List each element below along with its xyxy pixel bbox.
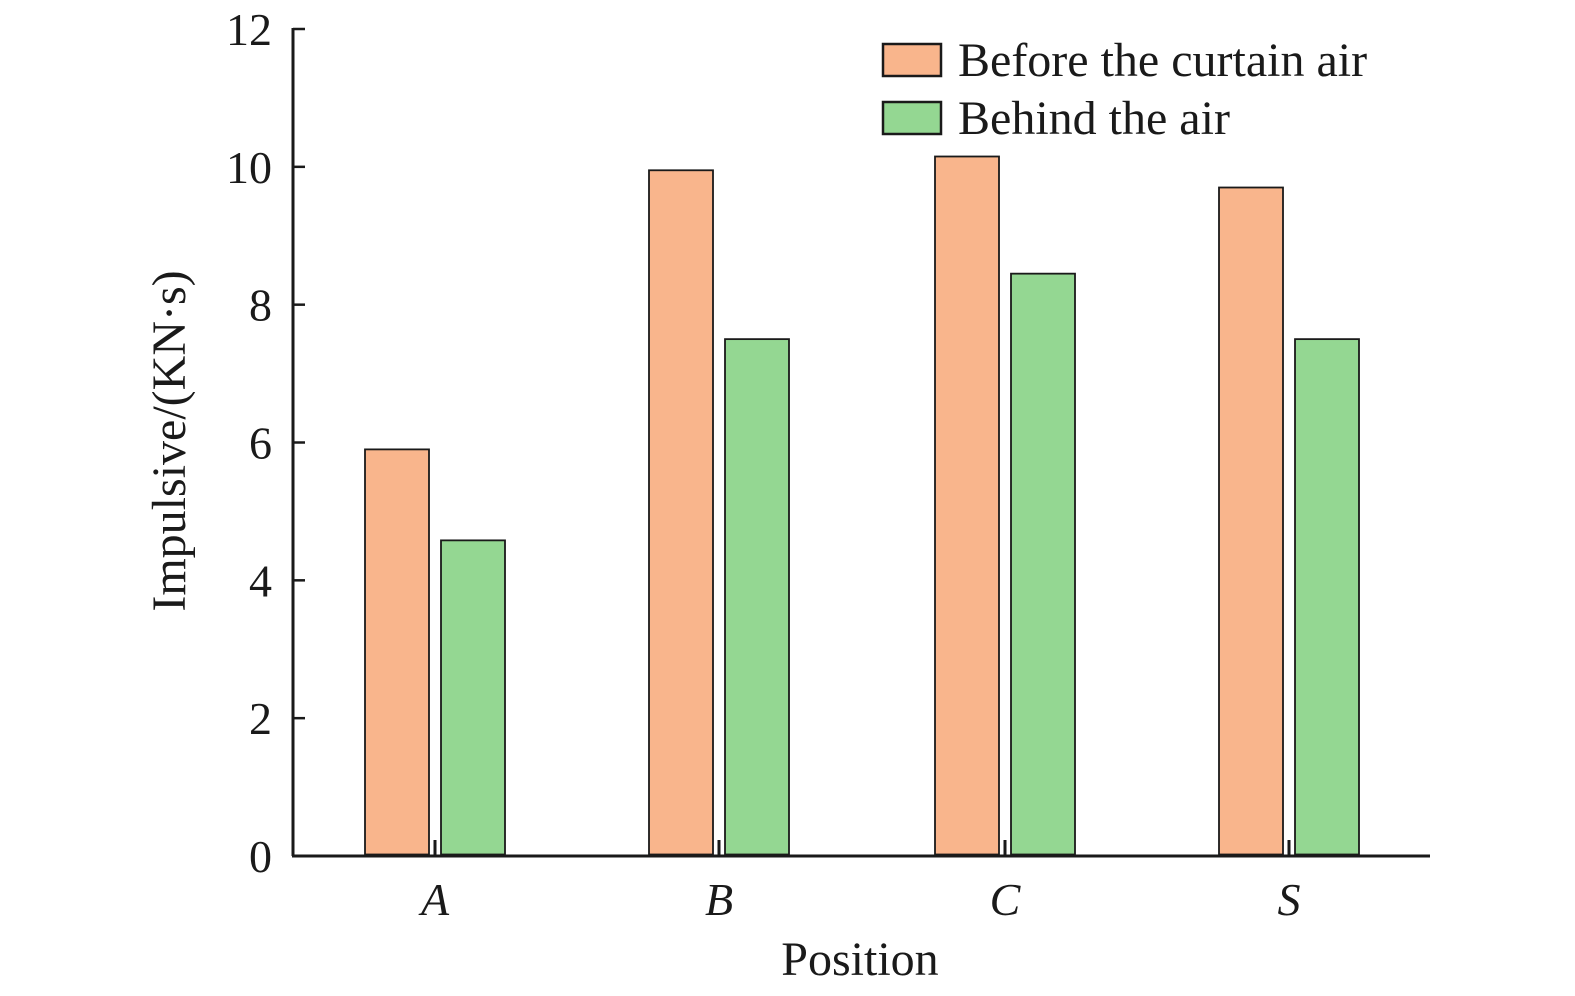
y-tick-label: 8 (249, 280, 272, 331)
legend-label-behind: Behind the air (958, 92, 1230, 145)
x-category-label: A (418, 874, 450, 925)
bar-behind-B (724, 338, 790, 856)
bar-before-C (934, 155, 1000, 856)
legend-swatch-behind (881, 100, 943, 136)
bar-behind-S (1294, 338, 1360, 856)
bar-before-A (364, 448, 430, 856)
y-tick-label: 2 (249, 693, 272, 744)
bar-behind-A (440, 539, 506, 856)
x-category-label: S (1278, 874, 1301, 925)
y-axis-ticks: 0 2 4 6 8 10 12 (226, 4, 305, 882)
y-tick-label: 12 (226, 4, 272, 55)
x-axis-title: Position (781, 933, 938, 986)
bar-behind-C (1010, 272, 1076, 856)
y-tick-label: 4 (249, 555, 272, 606)
legend-swatch-before (881, 42, 943, 78)
x-category-label: C (990, 874, 1022, 925)
legend-label-before: Before the curtain air (958, 34, 1367, 87)
y-tick-label: 6 (249, 418, 272, 469)
x-category-label: B (705, 874, 733, 925)
bars (364, 155, 1360, 856)
y-axis-title: Impulsive/(KN·s) (143, 270, 196, 611)
bar-before-B (648, 169, 714, 856)
legend: Before the curtain air Behind the air (881, 34, 1367, 145)
y-tick-label: 0 (249, 831, 272, 882)
bar-before-S (1218, 186, 1284, 856)
y-tick-label: 10 (226, 142, 272, 193)
